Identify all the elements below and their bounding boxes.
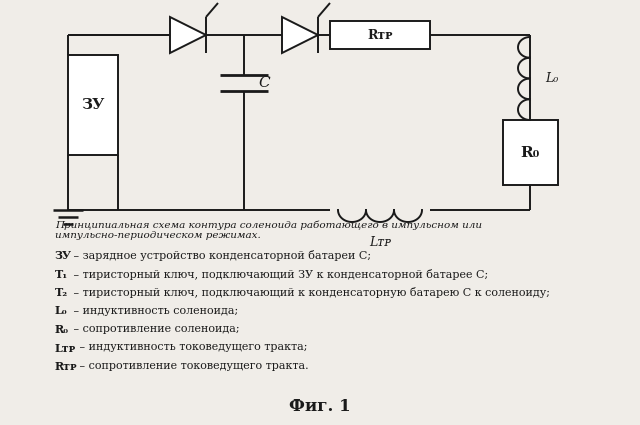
Text: ЗУ: ЗУ (81, 98, 105, 112)
Text: R₀: R₀ (520, 145, 540, 159)
Text: Т₁: Т₁ (55, 269, 68, 280)
Bar (330, 21, 430, 49)
Polygon shape (170, 17, 206, 53)
Text: – сопротивление соленоида;: – сопротивление соленоида; (70, 324, 239, 334)
Text: Lᴛᴘ: Lᴛᴘ (55, 343, 76, 354)
Text: Т₂: Т₂ (55, 287, 68, 298)
Text: Lᴛᴘ: Lᴛᴘ (369, 236, 391, 249)
Text: L₀: L₀ (545, 72, 558, 85)
Text: – зарядное устройство конденсаторной батареи С;: – зарядное устройство конденсаторной бат… (70, 250, 371, 261)
Text: – индуктивность токоведущего тракта;: – индуктивность токоведущего тракта; (76, 343, 307, 352)
Text: C: C (258, 76, 269, 90)
Bar (502, 120, 557, 185)
Text: – индуктивность соленоида;: – индуктивность соленоида; (70, 306, 238, 315)
Text: Фиг. 1: Фиг. 1 (289, 398, 351, 415)
Text: Rᴛᴘ: Rᴛᴘ (55, 361, 77, 372)
Text: – сопротивление токоведущего тракта.: – сопротивление токоведущего тракта. (76, 361, 308, 371)
Text: – тиристорный ключ, подключающий ЗУ к конденсаторной батарее С;: – тиристорный ключ, подключающий ЗУ к ко… (70, 269, 488, 280)
Text: Принципиальная схема контура соленоида работающего в импульсном или
импульсно-пе: Принципиальная схема контура соленоида р… (55, 220, 482, 240)
Bar (68, 55, 118, 155)
Text: L₀: L₀ (55, 306, 68, 317)
Text: Rᴛᴘ: Rᴛᴘ (367, 28, 393, 42)
Polygon shape (282, 17, 318, 53)
Text: – тиристорный ключ, подключающий к конденсаторную батарею С к соленоиду;: – тиристорный ключ, подключающий к конде… (70, 287, 550, 298)
Text: ЗУ: ЗУ (55, 250, 72, 261)
Text: R₀: R₀ (55, 324, 69, 335)
